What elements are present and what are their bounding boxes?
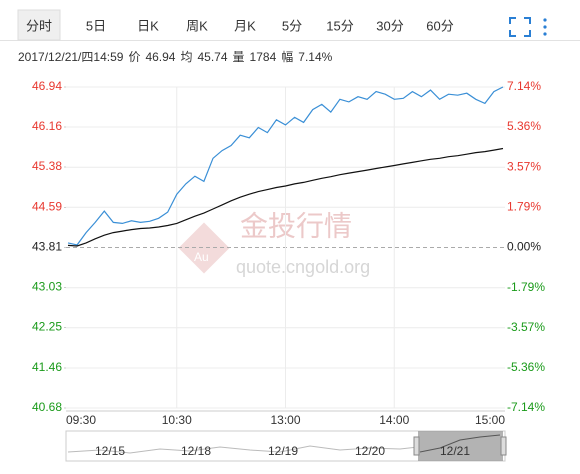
toolbar — [0, 0, 580, 40]
info-volume: 1784 — [250, 50, 277, 64]
x-tick-label: 10:30 — [162, 413, 192, 427]
y2-tick-label: 1.79% — [507, 199, 541, 213]
tab[interactable]: 月K — [234, 18, 256, 33]
more-icon[interactable] — [543, 18, 547, 36]
navigator-window-line — [419, 434, 501, 453]
tab[interactable]: 5分 — [282, 18, 302, 33]
navigator-date: 12/15 — [95, 444, 125, 458]
watermark-url: quote.cngold.org — [236, 257, 370, 277]
expand-glyph — [509, 17, 531, 37]
dot — [543, 25, 547, 29]
navigator-handle[interactable] — [413, 436, 420, 456]
navigator-date: 12/20 — [355, 444, 385, 458]
y2-tick-label: -5.36% — [507, 360, 545, 374]
y-tick-label: 43.81 — [32, 240, 62, 254]
y-tick-label: 42.25 — [32, 320, 62, 334]
x-tick-label: 09:30 — [66, 413, 96, 427]
watermark-title: 金投行情 — [240, 210, 352, 241]
y2-tick-label: 0.00% — [507, 240, 541, 254]
info-avg: 45.74 — [198, 50, 228, 64]
y-tick-label: 40.68 — [32, 400, 62, 414]
info-change-label: 幅 — [281, 49, 293, 64]
tab[interactable]: 15分 — [326, 18, 353, 33]
y-tick-label: 41.46 — [32, 360, 62, 374]
y-tick-label: 46.94 — [32, 79, 62, 93]
tab[interactable]: 5日 — [86, 18, 106, 33]
tab[interactable]: 30分 — [376, 18, 403, 33]
tab[interactable]: 分时 — [26, 18, 52, 33]
price-line — [67, 86, 504, 246]
info-volume-label: 量 — [233, 50, 245, 64]
expand-icon[interactable] — [509, 17, 531, 37]
info-price: 46.94 — [145, 50, 175, 64]
x-tick-label: 13:00 — [270, 413, 300, 427]
tab[interactable]: 日K — [137, 18, 159, 33]
info-change: 7.14% — [298, 50, 332, 64]
y2-tick-label: -1.79% — [507, 280, 545, 294]
x-tick-label: 15:00 — [475, 413, 505, 427]
y2-tick-label: 5.36% — [507, 119, 541, 133]
x-tick-label: 14:00 — [379, 413, 409, 427]
navigator-date: 12/19 — [268, 444, 298, 458]
y-tick-label: 45.38 — [32, 159, 62, 173]
y2-tick-label: 3.57% — [507, 159, 541, 173]
info-avg-label: 均 — [180, 50, 192, 64]
y2-tick-label: -3.57% — [507, 320, 545, 334]
info-date: 2017/12/21/四14:59 — [18, 50, 124, 64]
quote-info: 2017/12/21/四14:59 价 46.94 均 45.74 量 1784 幅 7.14% — [18, 49, 333, 64]
navigator-handle[interactable] — [500, 436, 507, 456]
y2-tick-label: 7.14% — [507, 79, 541, 93]
navigator-date: 12/18 — [181, 444, 211, 458]
y-tick-label: 46.16 — [32, 119, 62, 133]
price-line — [67, 147, 504, 247]
navigator-date: 12/21 — [440, 444, 470, 458]
y-tick-label: 43.03 — [32, 280, 62, 294]
dot — [543, 32, 547, 36]
watermark-logo-text: Au — [194, 250, 209, 264]
dot — [543, 18, 547, 22]
y2-tick-label: -7.14% — [507, 400, 545, 414]
navigator-sparkline — [67, 445, 419, 454]
tab[interactable]: 60分 — [426, 18, 453, 33]
y-tick-label: 44.59 — [32, 200, 62, 214]
tab[interactable]: 周K — [186, 18, 208, 33]
info-price-label: 价 — [128, 50, 140, 64]
tab-selected-bg — [17, 9, 61, 41]
